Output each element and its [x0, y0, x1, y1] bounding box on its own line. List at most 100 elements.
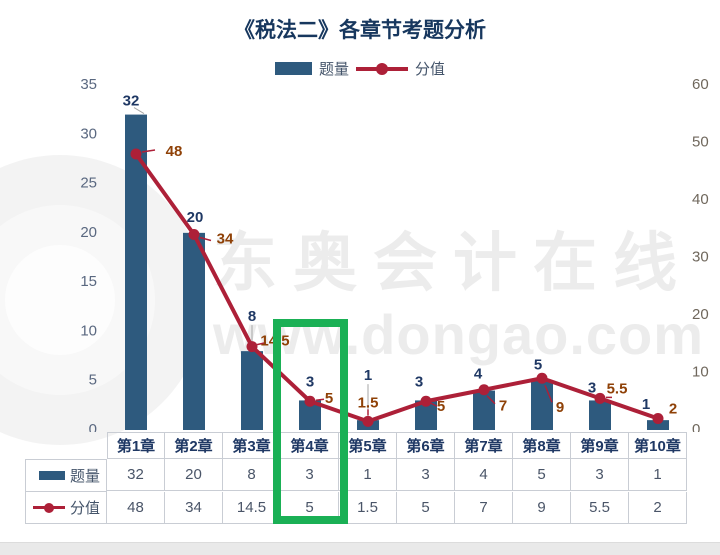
line-marker-chapter-8: [536, 372, 548, 384]
watermark-url-text: www.dongao.com: [213, 303, 705, 366]
line-marker-chapter-5: [362, 415, 374, 427]
score-line: [134, 152, 659, 424]
bar-data-label: 1: [364, 367, 372, 384]
bar-chapter-6: [415, 400, 437, 430]
footer-bar: [0, 542, 720, 555]
left-axis-tick-label: 35: [80, 76, 97, 93]
bar-chapter-2: [183, 232, 205, 430]
line-data-label: 48: [166, 143, 183, 160]
right-axis-tick-label: 10: [692, 363, 709, 380]
line-marker-chapter-9: [594, 392, 606, 404]
left-axis-tick-label: 20: [80, 224, 97, 241]
table-cell-bars: 3: [571, 459, 629, 491]
line-key-marker: [32, 502, 65, 513]
table-cell-bars: 3: [397, 459, 455, 491]
right-axis-tick-label: 20: [692, 306, 709, 323]
bar-data-label: 4: [474, 366, 483, 383]
table-cell-line: 9: [513, 492, 571, 524]
line-label-leader: [256, 341, 267, 346]
bar-data-label: 5: [534, 357, 542, 374]
line-data-label: 7: [499, 398, 507, 415]
bar-chapter-7: [473, 390, 495, 430]
table-cell-line: 48: [107, 492, 165, 524]
left-axis-tick-label: 25: [80, 175, 97, 192]
right-axis-tick-label: 30: [692, 248, 709, 265]
table-header-cell: 第6章: [397, 432, 455, 459]
chart-legend: 题量 分值: [0, 58, 720, 79]
bar-data-label: 8: [248, 308, 256, 325]
line-series-marker: [356, 62, 408, 75]
line-label-leader: [199, 236, 212, 242]
table-cell-line: 1.5: [339, 492, 397, 524]
left-axis-tick-label: 15: [80, 273, 97, 290]
table-header-cell: 第2章: [165, 432, 223, 459]
line-key-dot: [43, 502, 54, 513]
table-cell-bars: 3: [281, 459, 339, 491]
table-cell-line: 5: [397, 492, 455, 524]
line-data-label: 9: [556, 399, 564, 416]
line-marker-chapter-10: [652, 413, 664, 424]
bar-chapter-4: [299, 400, 321, 430]
line-data-label: 34: [217, 230, 234, 247]
line-label-leader: [430, 402, 438, 407]
table-cell-line: 7: [455, 492, 513, 524]
right-axis-tick-label: 60: [692, 76, 709, 93]
line-data-label: 2: [669, 400, 677, 417]
table-cell-line: 2: [629, 492, 687, 524]
line-label-leader: [141, 149, 156, 153]
bar-chapter-9: [589, 400, 611, 430]
bar-key-swatch: [38, 471, 65, 480]
line-key-label: 分值: [69, 500, 100, 517]
table-cell-bars: 1: [629, 459, 687, 491]
table-header-cell: 第1章: [107, 432, 165, 459]
line-marker-chapter-7: [478, 384, 490, 396]
bar-chapter-8: [531, 380, 553, 430]
table-corner-cell: [25, 432, 107, 457]
left-axis-tick-label: 30: [80, 125, 97, 142]
table-header-cell: 第4章: [281, 432, 339, 459]
line-label-leader: [486, 395, 496, 405]
line-label-leader: [544, 384, 553, 403]
line-label-leader: [315, 398, 325, 401]
table-row-key-bars: 题量: [25, 459, 107, 492]
bar-series-swatch: [274, 62, 312, 75]
bar-data-label: 32: [123, 93, 140, 110]
right-axis-tick-label: 0: [692, 421, 700, 432]
highlight-box: [273, 319, 348, 524]
line-marker-chapter-1: [130, 148, 142, 160]
table-header-cell: 第5章: [339, 432, 397, 459]
right-axis-tick-label: 50: [692, 133, 709, 150]
left-axis-tick-label: 0: [89, 421, 97, 432]
table-header-cell: 第9章: [571, 432, 629, 459]
right-axis-tick-label: 40: [692, 191, 709, 208]
line-data-label: 1.5: [358, 394, 379, 411]
table-row-key-line: 分值: [25, 492, 107, 524]
bar-chapter-1: [125, 114, 147, 431]
table-cell-bars: 32: [107, 459, 165, 491]
bar-data-label: 20: [187, 209, 204, 226]
table-header-cell: 第7章: [455, 432, 513, 459]
bar-data-label: 3: [306, 373, 314, 390]
data-table: 第1章 第2章 第3章 第4章 第5章 第6章 第7章 第8章 第9章 第10章 题量 32 20 8 3 1…: [25, 432, 687, 524]
chart-title: 《税法二》各章节考题分析: [234, 19, 486, 42]
bar-chapter-10: [647, 420, 669, 430]
line-marker-chapter-4: [304, 395, 316, 407]
table-cell-bars: 1: [339, 459, 397, 491]
bar-data-label: 3: [588, 379, 596, 396]
bar-chapter-3: [241, 351, 263, 430]
line-data-label: 5: [325, 390, 333, 407]
table-header-cell: 第10章: [629, 432, 687, 459]
line-data-label: 5: [437, 398, 445, 415]
line-marker-chapter-3: [246, 341, 258, 353]
bar-series-label: 题量: [318, 61, 349, 78]
watermark-logo-core: [5, 245, 115, 355]
line-marker-chapter-2: [188, 229, 200, 240]
left-axis-tick-label: 5: [89, 372, 97, 389]
table-cell-bars: 4: [455, 459, 513, 491]
table-header-cell: 第8章: [513, 432, 571, 459]
line-series-dot: [376, 62, 388, 75]
table-cell-line: 5.5: [571, 492, 629, 524]
bar-data-label: 3: [415, 373, 423, 390]
